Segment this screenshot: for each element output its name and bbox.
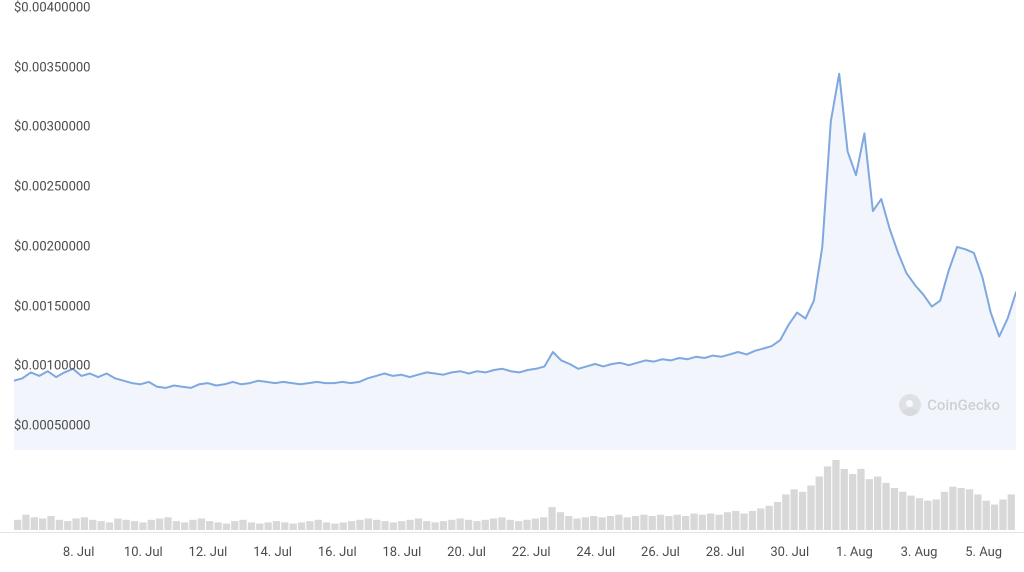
x-axis-label: 18. Jul: [382, 545, 421, 560]
watermark: CoinGecko: [899, 394, 1000, 416]
y-axis-label: $0.00150000: [14, 299, 91, 314]
y-axis-label: $0.00250000: [14, 180, 91, 195]
x-axis-label: 20. Jul: [447, 545, 486, 560]
x-axis-label: 30. Jul: [770, 545, 809, 560]
y-axis-label: $0.00300000: [14, 120, 91, 135]
x-axis-label: 28. Jul: [706, 545, 745, 560]
x-axis-label: 26. Jul: [641, 545, 680, 560]
x-axis-label: 16. Jul: [318, 545, 357, 560]
y-axis-label: $0.00350000: [14, 60, 91, 75]
y-axis-label: $0.00200000: [14, 239, 91, 254]
x-axis-label: 24. Jul: [576, 545, 615, 560]
volume-plot: [14, 460, 1016, 530]
x-axis-label: 3. Aug: [901, 545, 938, 560]
x-axis-label: 22. Jul: [512, 545, 551, 560]
price-plot: [14, 8, 1016, 450]
price-line: [14, 8, 1016, 450]
x-axis-label: 8. Jul: [63, 545, 94, 560]
x-axis-label: 12. Jul: [189, 545, 228, 560]
y-axis-label: $0.00100000: [14, 359, 91, 374]
y-axis-label: $0.00400000: [14, 1, 91, 16]
y-axis-label: $0.00050000: [14, 419, 91, 434]
x-axis-label: 14. Jul: [253, 545, 292, 560]
x-axis-line: [0, 532, 1024, 533]
x-axis-label: 10. Jul: [124, 545, 163, 560]
watermark-text: CoinGecko: [927, 396, 1000, 414]
price-chart[interactable]: CoinGecko $0.00050000 $0.00100000 $0.00150…: [0, 0, 1024, 572]
x-axis-label: 1. Aug: [836, 545, 873, 560]
volume-bars: [14, 460, 1016, 530]
x-axis-label: 5. Aug: [965, 545, 1002, 560]
coingecko-icon: [899, 394, 921, 416]
